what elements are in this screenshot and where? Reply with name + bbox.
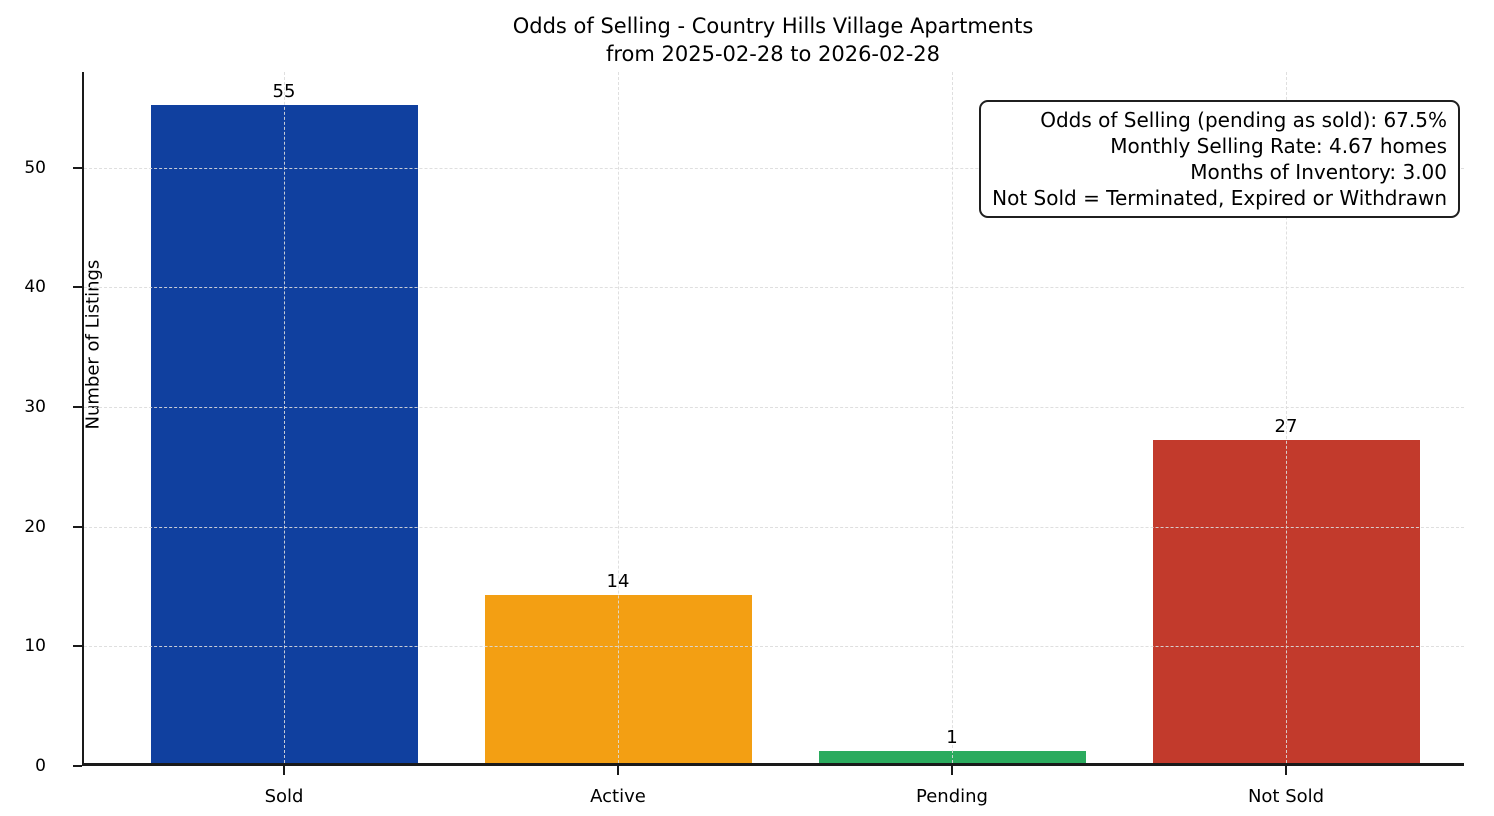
h-gridline-50 [84,167,1464,169]
y-tick-label-0: 0 [35,756,46,776]
v-gridline-not-sold [1286,72,1287,763]
y-tick-label-10: 10 [24,636,46,657]
annotation-not-sold-definition: Not Sold = Terminated, Expired or Withdr… [992,186,1447,210]
x-tick-label-not-sold: Not Sold [1247,786,1325,807]
x-tick-mark-not-sold [1285,766,1287,775]
chart-title-line2: from 2025-02-28 to 2026-02-28 [605,42,941,66]
bar-value-active: 14 [606,571,630,593]
y-tick-mark-10 [73,645,82,648]
stats-annotation-box: Odds of Selling (pending as sold): 67.5%… [979,100,1460,218]
y-tick-label-30: 30 [24,397,46,418]
h-gridline-20 [84,526,1464,528]
y-tick-mark-50 [73,166,82,169]
annotation-monthly-selling-rate: Monthly Selling Rate: 4.67 homes [1110,134,1447,158]
plot-area: 0 10 20 30 40 50 55 Sold 14 Active 1 Pending 27 Not S… [24,72,1464,807]
y-tick-label-40: 40 [24,277,46,298]
v-gridline-sold [284,72,285,763]
v-gridline-active [618,72,619,763]
bar-value-pending: 1 [946,727,958,749]
annotation-months-of-inventory: Months of Inventory: 3.00 [1190,160,1447,184]
h-gridline-40 [84,287,1464,289]
chart-title-line1: Odds of Selling - Country Hills Village … [512,14,1034,38]
chart-title: Odds of Selling - Country Hills Village … [82,12,1464,68]
bar-value-sold: 55 [272,80,296,102]
x-tick-mark-pending [951,766,953,775]
y-tick-mark-30 [73,406,82,409]
h-gridline-10 [84,646,1464,648]
x-tick-mark-active [617,766,619,775]
h-gridline-30 [84,407,1464,409]
y-tick-mark-40 [73,286,82,289]
annotation-odds-of-selling: Odds of Selling (pending as sold): 67.5% [1040,108,1447,132]
x-tick-label-active: Active [590,786,646,807]
y-tick-label-50: 50 [24,157,46,178]
bar-value-not-sold: 27 [1274,415,1298,437]
y-tick-mark-0 [73,765,82,767]
y-tick-mark-20 [73,525,82,528]
x-tick-label-sold: Sold [264,786,304,807]
v-gridline-pending [952,72,953,763]
x-tick-label-pending: Pending [916,786,988,807]
y-tick-label-20: 20 [24,516,46,537]
x-tick-mark-sold [283,766,285,775]
